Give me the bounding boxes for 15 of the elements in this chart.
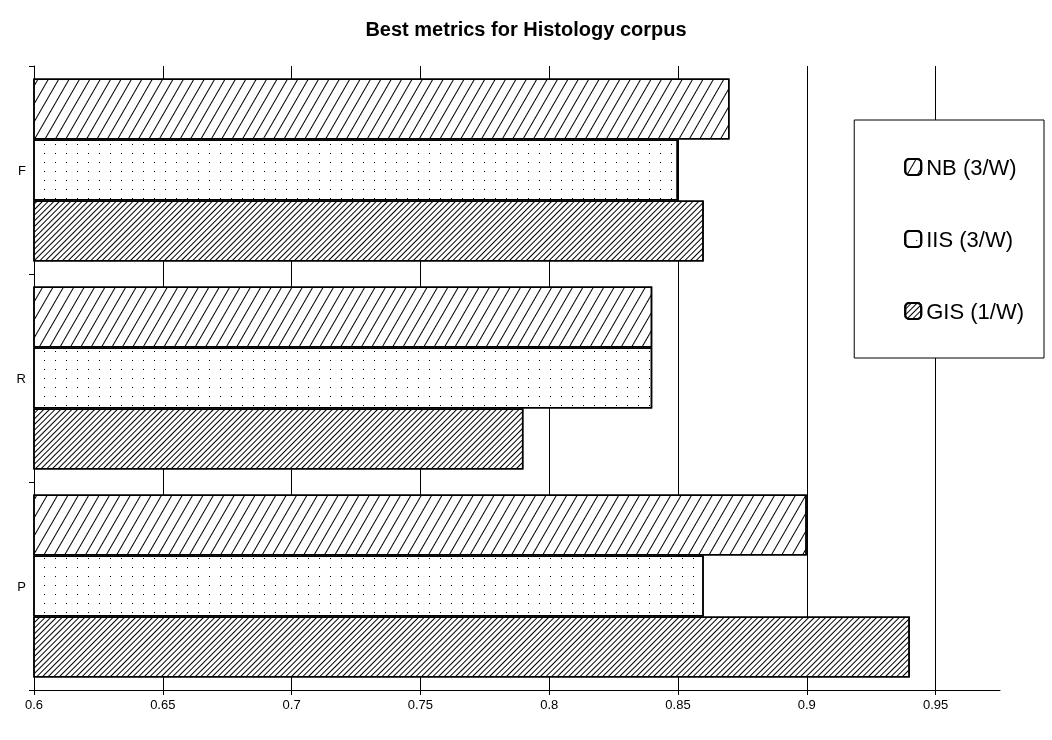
x-tick-label: 0.6	[24, 697, 44, 712]
x-tick-label: 0.8	[540, 697, 559, 712]
x-tick-label: 0.65	[150, 697, 176, 712]
x-tick-label: 0.9	[797, 697, 816, 712]
legend-label: NB (3/W)	[926, 154, 1017, 180]
y-tick-label: F	[18, 162, 27, 178]
legend-label: GIS (1/W)	[926, 298, 1025, 324]
legend-label: IIS (3/W)	[926, 226, 1014, 252]
x-tick-label: 0.7	[282, 697, 301, 712]
x-tick-label: 0.85	[665, 697, 691, 712]
y-tick-label: R	[16, 370, 26, 386]
y-tick-label: P	[17, 578, 26, 594]
chart-title: Best metrics for Histology corpus	[365, 18, 687, 40]
x-tick-label: 0.75	[407, 697, 434, 712]
x-tick-label: 0.95	[922, 697, 949, 712]
